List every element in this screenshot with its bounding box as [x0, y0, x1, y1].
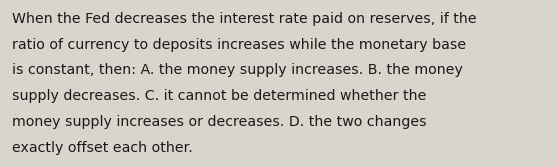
- Text: ratio of currency to deposits increases while the monetary base: ratio of currency to deposits increases …: [12, 38, 466, 52]
- Text: money supply increases or decreases. D. the two changes: money supply increases or decreases. D. …: [12, 115, 427, 129]
- Text: supply decreases. C. it cannot be determined whether the: supply decreases. C. it cannot be determ…: [12, 89, 427, 103]
- Text: When the Fed decreases the interest rate paid on reserves, if the: When the Fed decreases the interest rate…: [12, 12, 477, 26]
- Text: exactly offset each other.: exactly offset each other.: [12, 141, 193, 155]
- Text: is constant, then: A. the money supply increases. B. the money: is constant, then: A. the money supply i…: [12, 63, 463, 77]
